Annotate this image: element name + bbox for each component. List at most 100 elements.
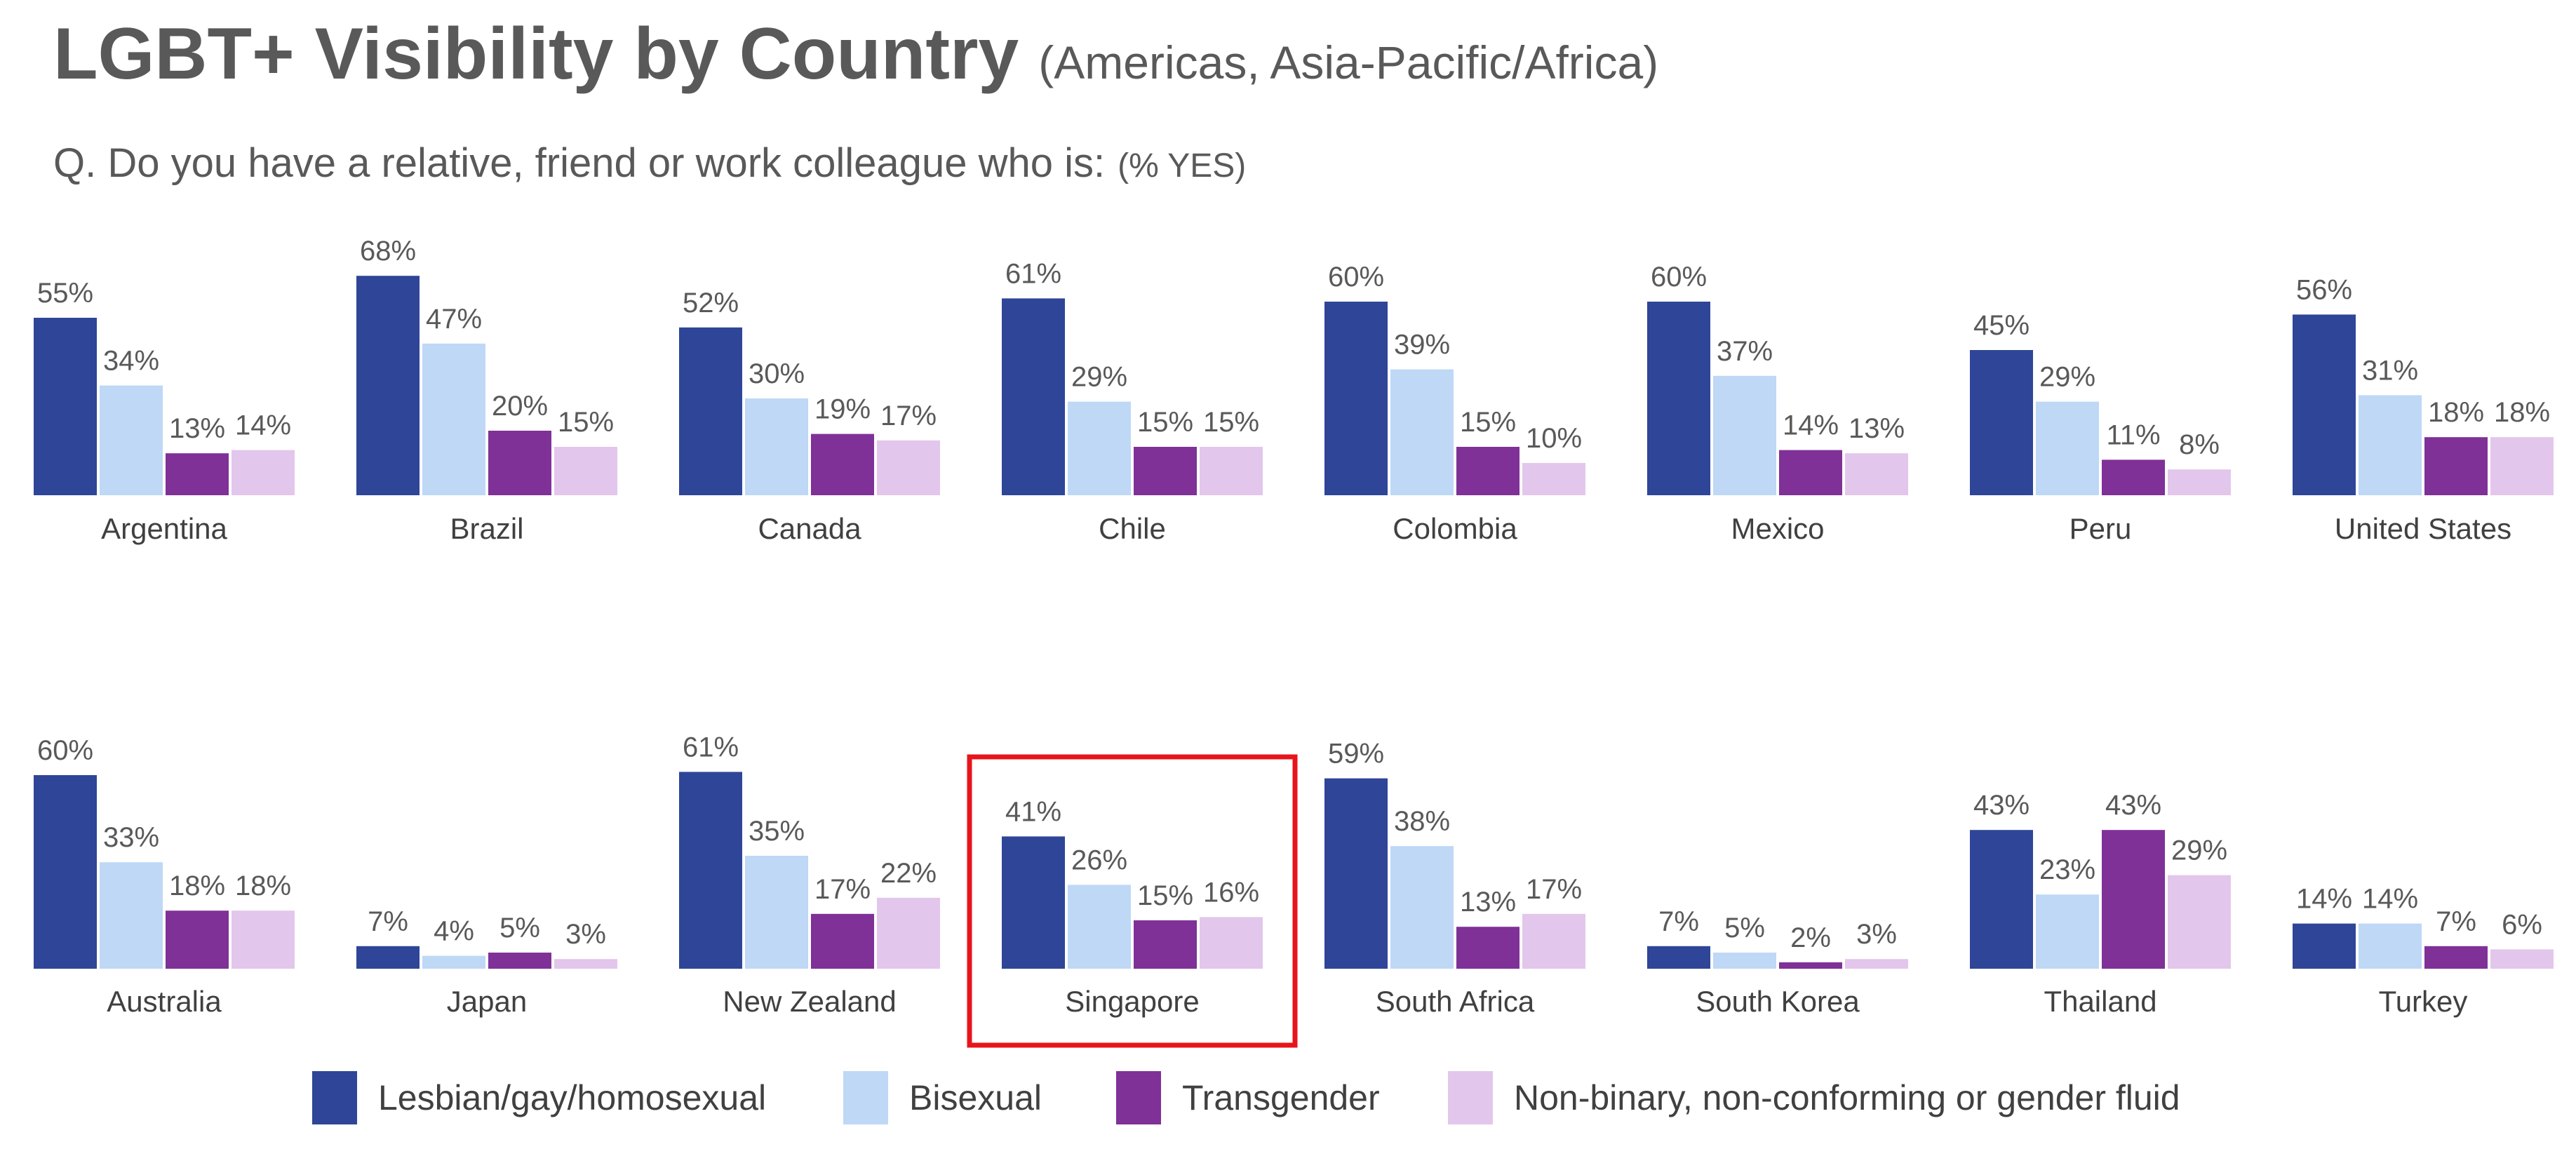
bar-non-binary-singapore	[1200, 917, 1263, 969]
bar-group-peru: 45% 29% 11% 8% Peru	[1970, 310, 2231, 545]
bar-non-binary-new-zealand	[877, 897, 940, 969]
data-label-non-binary-peru: 8%	[2179, 429, 2220, 460]
bar-group-singapore: 41% 26% 15% 16% Singapore	[967, 754, 1298, 1048]
data-label-transgender-argentina: 13%	[169, 413, 225, 444]
data-label-bisexual-turkey: 14%	[2362, 884, 2418, 915]
data-label-bisexual-thailand: 23%	[2039, 854, 2095, 885]
bar-lesbian-gay-mexico	[1647, 302, 1710, 495]
data-label-bisexual-australia: 33%	[103, 822, 159, 853]
bar-lesbian-gay-thailand	[1970, 830, 2033, 969]
bar-lesbian-gay-chile	[1002, 298, 1065, 495]
bar-lesbian-gay-south-africa	[1324, 778, 1388, 969]
bar-transgender-south-africa	[1456, 927, 1520, 969]
data-label-non-binary-singapore: 16%	[1203, 877, 1259, 908]
data-label-transgender-mexico: 14%	[1783, 410, 1839, 441]
chart-title: LGBT+ Visibility by Country	[53, 13, 1019, 95]
data-label-lesbian-gay-brazil: 68%	[360, 236, 416, 267]
data-label-non-binary-japan: 3%	[565, 919, 606, 950]
legend: Lesbian/gay/homosexual Bisexual Transgende…	[312, 1071, 2180, 1124]
bar-group-colombia: 60% 39% 15% 10% Colombia	[1324, 262, 1585, 545]
legend-swatch-non-binary	[1448, 1071, 1493, 1124]
bar-transgender-singapore	[1134, 920, 1197, 969]
category-label-brazil: Brazil	[450, 512, 523, 545]
bar-bisexual-australia	[100, 862, 163, 969]
bar-lesbian-gay-singapore	[1002, 836, 1065, 969]
bar-bisexual-south-africa	[1390, 846, 1454, 969]
data-label-transgender-japan: 5%	[499, 913, 540, 943]
data-label-non-binary-turkey: 6%	[2502, 909, 2542, 940]
bar-transgender-chile	[1134, 447, 1197, 495]
bar-bisexual-united-states	[2359, 395, 2422, 495]
bar-transgender-brazil	[488, 431, 551, 495]
bars-layer: 55% 34% 13% 14% Argentina 68% 47% 20% 15% Brazil 5…	[34, 236, 2554, 1048]
question-text: Q. Do you have a relative, friend or wor…	[53, 140, 1105, 186]
legend-swatch-lesbian-gay	[312, 1071, 357, 1124]
bar-non-binary-mexico	[1845, 453, 1908, 495]
data-label-transgender-turkey: 7%	[2436, 906, 2476, 937]
data-label-non-binary-argentina: 14%	[235, 410, 291, 441]
data-label-transgender-brazil: 20%	[492, 391, 548, 422]
data-label-bisexual-united-states: 31%	[2362, 355, 2418, 386]
category-label-australia: Australia	[107, 985, 222, 1018]
category-label-mexico: Mexico	[1731, 512, 1824, 545]
category-label-south-africa: South Africa	[1376, 985, 1535, 1018]
bar-non-binary-south-africa	[1522, 913, 1585, 969]
data-label-transgender-colombia: 15%	[1460, 407, 1516, 438]
bar-lesbian-gay-argentina	[34, 318, 97, 495]
chart-row-americas: 55% 34% 13% 14% Argentina 68% 47% 20% 15% Brazil 5…	[34, 236, 2554, 545]
data-label-non-binary-canada: 17%	[880, 401, 937, 431]
category-label-chile: Chile	[1099, 512, 1166, 545]
bar-non-binary-japan	[554, 959, 617, 969]
data-label-non-binary-colombia: 10%	[1526, 423, 1582, 454]
category-label-peru: Peru	[2069, 512, 2132, 545]
bar-non-binary-south-korea	[1845, 959, 1908, 969]
bar-transgender-thailand	[2102, 830, 2165, 969]
bar-transgender-turkey	[2424, 946, 2488, 969]
bar-non-binary-argentina	[232, 450, 295, 495]
bar-bisexual-colombia	[1390, 369, 1454, 495]
bar-non-binary-peru	[2168, 469, 2231, 495]
bar-group-japan: 7% 4% 5% 3% Japan	[356, 906, 617, 1018]
bar-bisexual-new-zealand	[745, 856, 808, 969]
data-label-transgender-south-africa: 13%	[1460, 887, 1516, 918]
bar-lesbian-gay-japan	[356, 946, 420, 969]
bar-non-binary-brazil	[554, 447, 617, 495]
data-label-transgender-australia: 18%	[169, 871, 225, 901]
category-label-colombia: Colombia	[1393, 512, 1517, 545]
data-label-lesbian-gay-mexico: 60%	[1651, 262, 1707, 293]
data-label-bisexual-argentina: 34%	[103, 346, 159, 377]
data-label-non-binary-united-states: 18%	[2494, 397, 2550, 428]
category-label-south-korea: South Korea	[1696, 985, 1860, 1018]
data-label-bisexual-new-zealand: 35%	[749, 816, 805, 847]
legend-label-lesbian-gay: Lesbian/gay/homosexual	[378, 1078, 766, 1117]
data-label-bisexual-peru: 29%	[2039, 362, 2095, 393]
data-label-non-binary-chile: 15%	[1203, 407, 1259, 438]
category-label-new-zealand: New Zealand	[723, 985, 896, 1018]
bar-bisexual-singapore	[1068, 885, 1131, 969]
bar-transgender-colombia	[1456, 447, 1520, 495]
data-label-lesbian-gay-colombia: 60%	[1328, 262, 1384, 293]
bar-non-binary-canada	[877, 440, 940, 495]
data-label-transgender-united-states: 18%	[2428, 397, 2484, 428]
legend-item-lesbian-gay: Lesbian/gay/homosexual	[312, 1071, 766, 1124]
bar-non-binary-chile	[1200, 447, 1263, 495]
bar-lesbian-gay-south-korea	[1647, 946, 1710, 969]
bar-group-turkey: 14% 14% 7% 6% Turkey	[2293, 884, 2554, 1018]
data-label-lesbian-gay-south-korea: 7%	[1658, 906, 1699, 937]
bar-transgender-argentina	[166, 453, 229, 495]
data-label-bisexual-brazil: 47%	[426, 304, 482, 335]
data-label-non-binary-brazil: 15%	[558, 407, 614, 438]
bar-transgender-new-zealand	[811, 913, 874, 969]
data-label-bisexual-mexico: 37%	[1717, 336, 1773, 367]
data-label-lesbian-gay-singapore: 41%	[1005, 796, 1061, 827]
bar-lesbian-gay-united-states	[2293, 314, 2356, 495]
bar-transgender-south-korea	[1779, 962, 1842, 969]
bar-group-argentina: 55% 34% 13% 14% Argentina	[34, 278, 295, 545]
highlight-box	[967, 754, 1298, 1048]
data-label-transgender-thailand: 43%	[2105, 790, 2161, 821]
data-label-lesbian-gay-united-states: 56%	[2296, 274, 2352, 305]
bar-transgender-canada	[811, 434, 874, 495]
data-label-transgender-singapore: 15%	[1137, 880, 1193, 911]
bar-transgender-united-states	[2424, 437, 2488, 495]
